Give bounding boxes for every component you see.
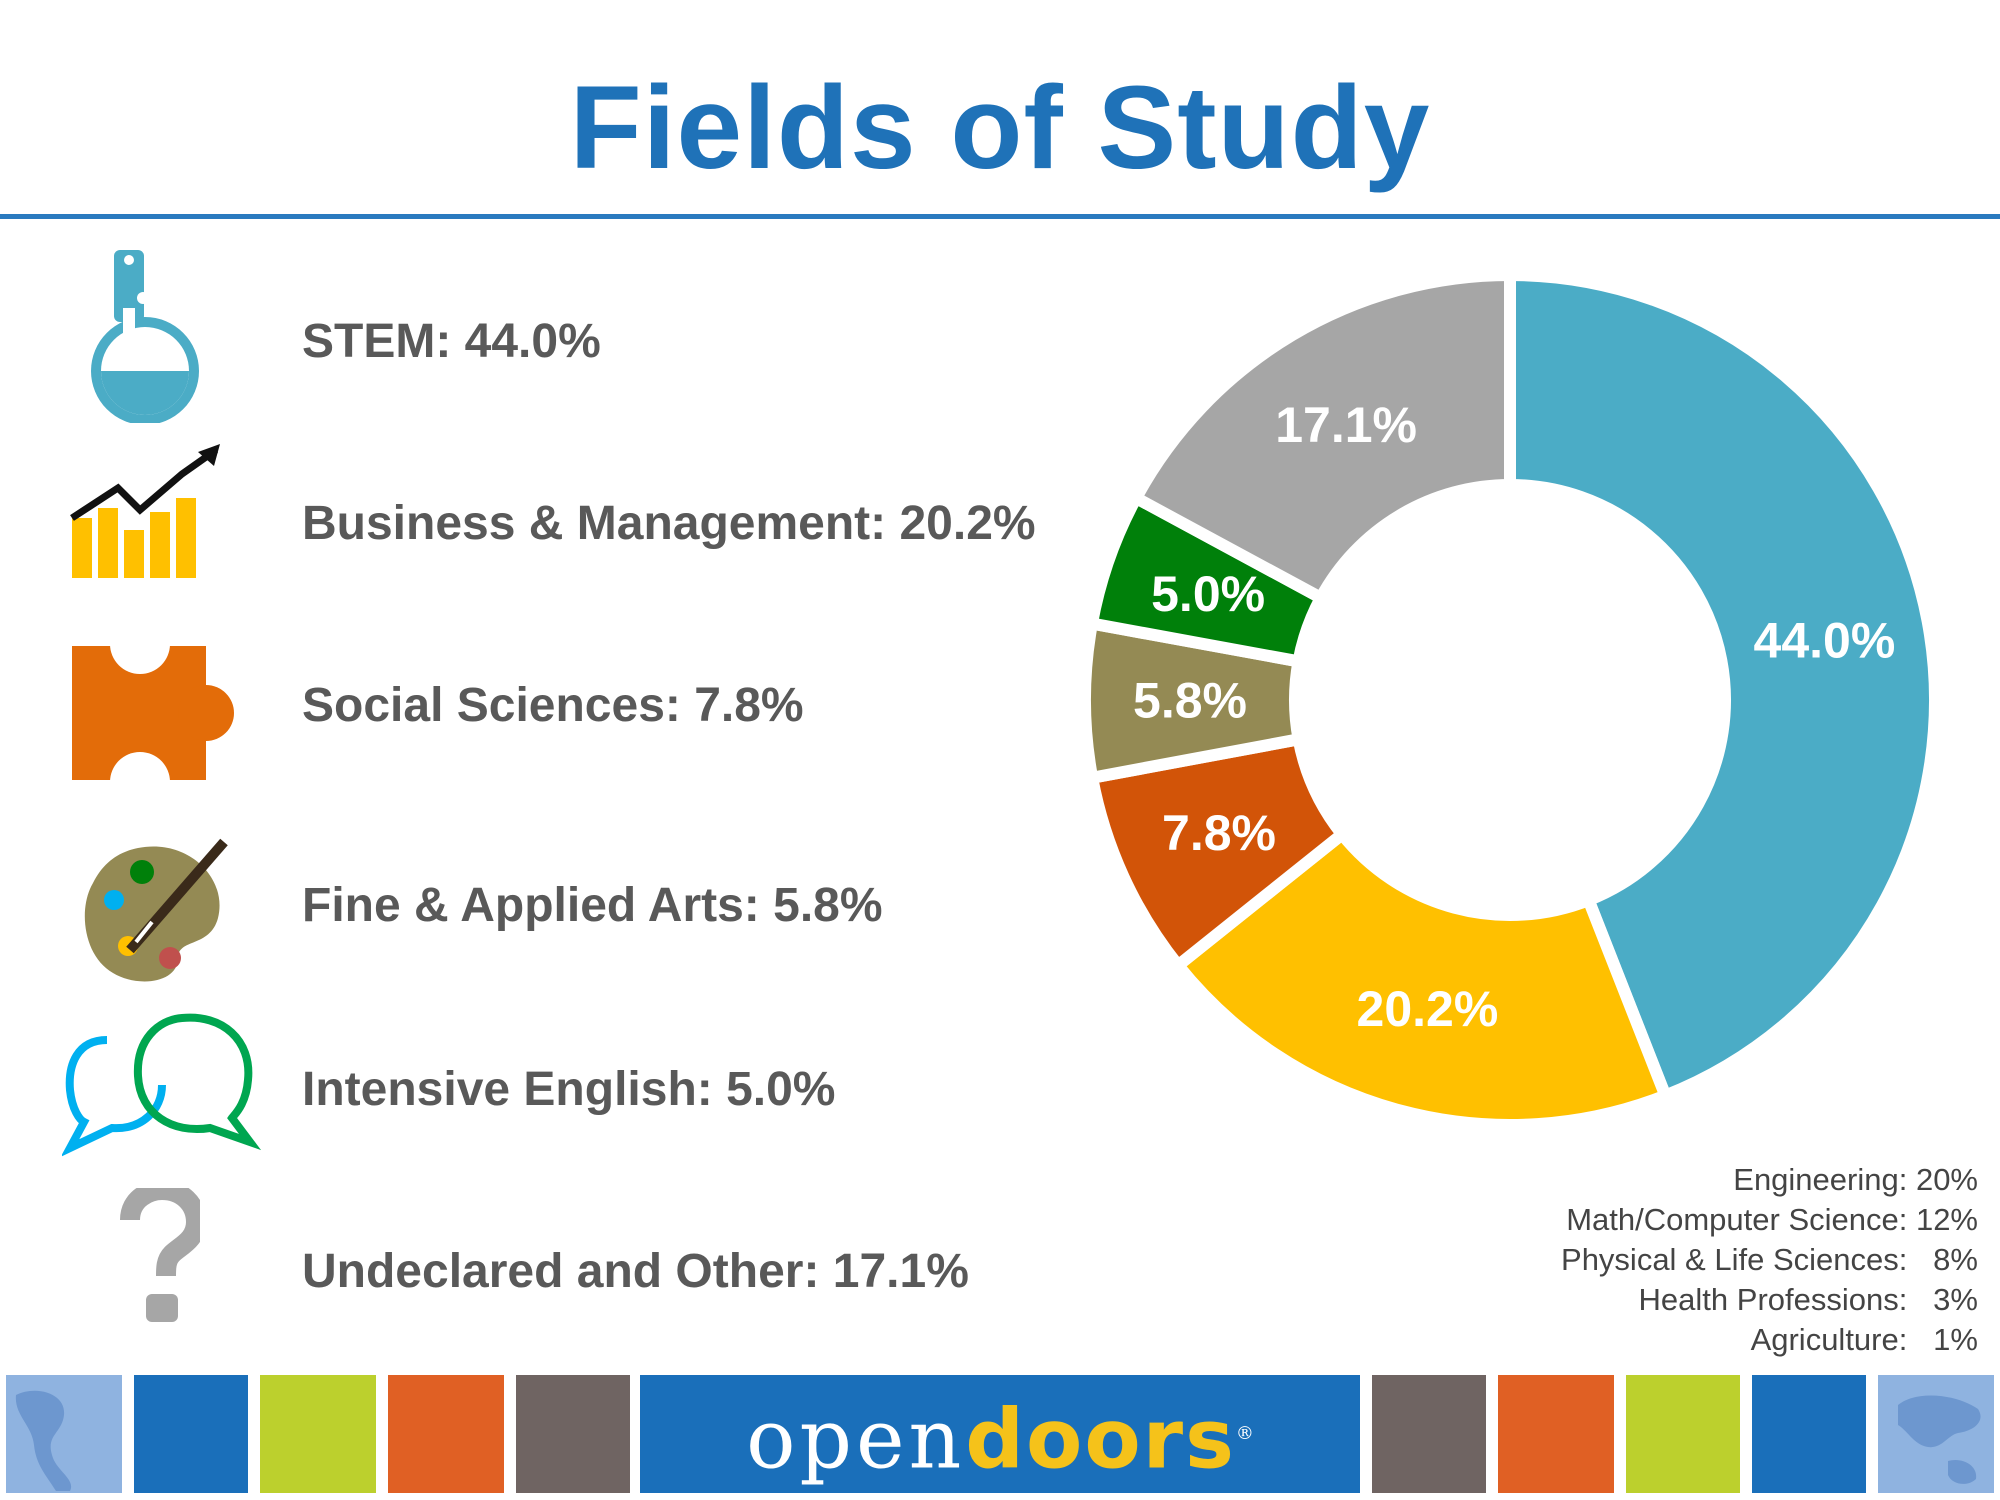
breakdown-item: Math/Computer Science: 12% [1566, 1202, 1978, 1237]
footer-tile [1752, 1375, 1866, 1493]
field-label-english: Intensive English: 5.0% [302, 1063, 836, 1116]
fields-donut-chart: 44.0% 20.2% 7.8% 5.8% 5.0% 17.1% [1079, 270, 1941, 1131]
footer-tile [260, 1375, 376, 1493]
page-title: Fields of Study [569, 62, 1431, 194]
breakdown-item: Physical & Life Sciences: 8% [1561, 1242, 1978, 1277]
footer-tile [388, 1375, 504, 1493]
footer-tile [1372, 1375, 1486, 1493]
donut-data-label: 20.2% [1357, 981, 1499, 1037]
donut-data-label: 17.1% [1275, 397, 1417, 453]
field-label-business: Business & Management: 20.2% [302, 497, 1036, 550]
breakdown-item: Engineering: 20% [1733, 1162, 1978, 1197]
field-label-undeclared: Undeclared and Other: 17.1% [302, 1245, 969, 1298]
flask-icon [70, 248, 210, 423]
question-mark-icon [120, 1188, 200, 1323]
field-label-arts: Fine & Applied Arts: 5.8% [302, 879, 883, 932]
breakdown-item: Health Professions: 3% [1638, 1282, 1978, 1317]
donut-data-label: 5.8% [1133, 673, 1247, 729]
donut-data-label: 7.8% [1162, 805, 1276, 861]
donut-slice-undeclared-and-other [1127, 270, 1516, 606]
rising-chart-icon [68, 438, 228, 583]
stem-breakdown: Engineering: 20% Math/Computer Science: … [1378, 1160, 1978, 1360]
field-label-social-sciences: Social Sciences: 7.8% [302, 679, 804, 732]
opendoors-logo: opendoors® [640, 1375, 1360, 1493]
title-divider [0, 214, 2000, 219]
world-map-tile-left [6, 1375, 122, 1493]
donut-data-label: 44.0% [1754, 612, 1896, 668]
speech-bubbles-icon [62, 1010, 262, 1160]
donut-slice-business-management [1169, 825, 1674, 1131]
field-label-stem: STEM: 44.0% [302, 315, 601, 368]
world-map-tile-right [1878, 1375, 1994, 1493]
breakdown-item: Agriculture: 1% [1750, 1322, 1978, 1357]
footer-tile [1498, 1375, 1614, 1493]
footer-tile [1626, 1375, 1740, 1493]
donut-data-label: 5.0% [1151, 566, 1265, 622]
footer-tile [134, 1375, 248, 1493]
paint-palette-icon [78, 838, 238, 988]
footer-tile [516, 1375, 630, 1493]
footer-banner: opendoors® [0, 1375, 2000, 1493]
puzzle-piece-icon [70, 620, 250, 825]
donut-slice-stem [1504, 270, 1941, 1104]
